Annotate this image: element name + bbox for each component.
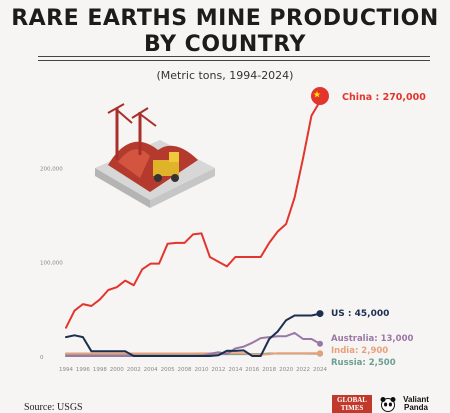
chart-subtitle: (Metric tons, 1994-2024) [156, 69, 294, 82]
x-tick-label: 2004 [144, 367, 158, 373]
series-end-point-australia [317, 340, 323, 347]
x-tick-label: 2020 [279, 367, 293, 373]
series-end-point-india [317, 350, 323, 357]
y-tick-label: 0 [40, 355, 44, 361]
series-end-label-india: India: 2,900 [331, 346, 388, 356]
source-note: Source: USGS [24, 402, 83, 413]
mining-illustration [95, 103, 215, 208]
series-end-point-us [316, 310, 324, 318]
x-tick-label: 2002 [127, 367, 141, 373]
china-flag-icon [311, 87, 329, 105]
x-tick-label: 2016 [245, 367, 259, 373]
panda-icon [380, 397, 396, 412]
y-tick-label: 100,000 [40, 261, 63, 267]
series-end-label-china: China : 270,000 [342, 92, 426, 103]
x-tick-label: 2012 [211, 367, 225, 373]
y-tick-label: 200,000 [40, 166, 63, 172]
x-tick-label: 2005 [161, 367, 175, 373]
series-end-label-australia: Australia: 13,000 [331, 334, 413, 344]
x-tick-label: 1994 [59, 367, 73, 373]
title-rule-bottom [38, 60, 430, 61]
global-times-logo: GLOBAL TIMES [332, 395, 372, 413]
x-tick-label: 1998 [93, 367, 107, 373]
series-line-india [65, 352, 321, 356]
chart-title-line-1: RARE EARTHS MINE PRODUCTION [11, 6, 439, 31]
x-tick-label: 2022 [296, 367, 310, 373]
valiant-panda-logo: Valiant Panda [380, 395, 440, 413]
x-tick-label: 2010 [194, 367, 208, 373]
x-tick-label: 2008 [178, 367, 192, 373]
x-tick-label: 1996 [76, 367, 90, 373]
x-tick-label: 2024 [313, 367, 327, 373]
series-end-label-russia: Russia: 2,500 [331, 358, 396, 368]
x-tick-label: 2000 [110, 367, 124, 373]
x-tick-label: 2018 [262, 367, 276, 373]
series-line-china [65, 100, 321, 329]
x-tick-label: 2014 [228, 367, 242, 373]
chart-title-line-2: BY COUNTRY [144, 32, 306, 57]
series-line-us [65, 312, 321, 357]
title-rule-top [38, 56, 430, 57]
series-end-label-us: US : 45,000 [331, 309, 389, 319]
